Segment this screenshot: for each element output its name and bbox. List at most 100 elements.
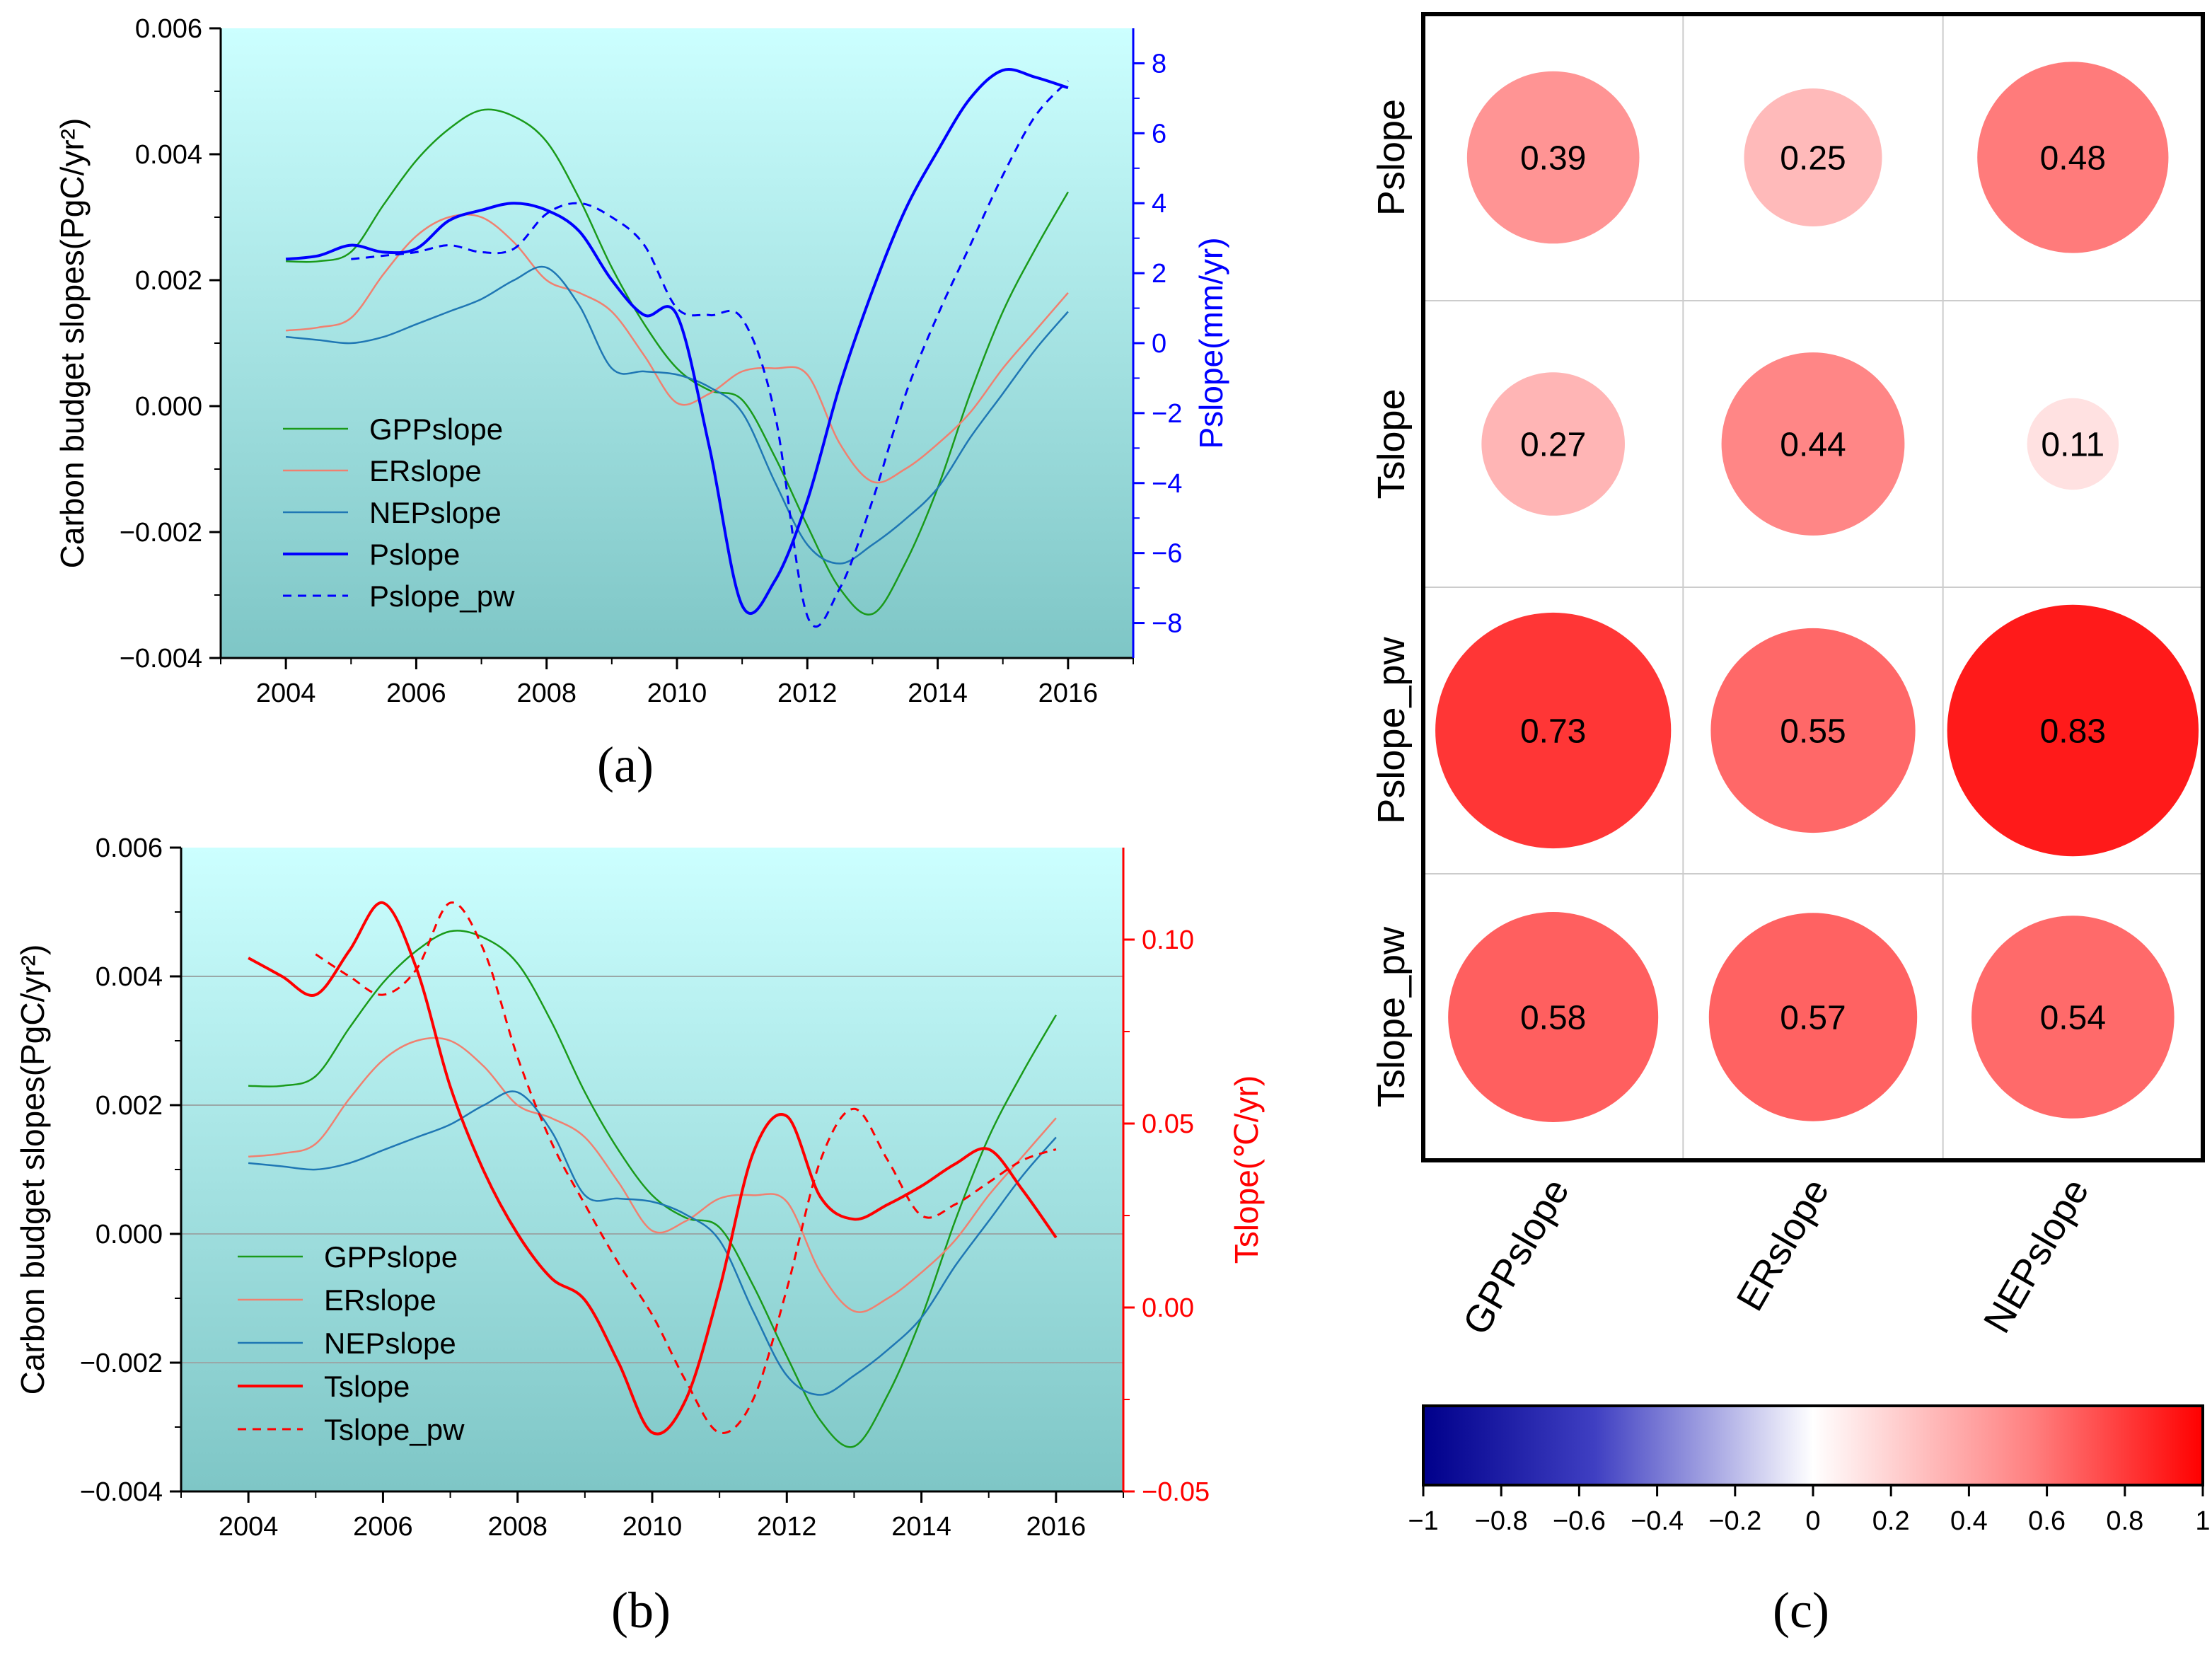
colorbar-tick-label: −1 [1408,1506,1438,1536]
legend-label: Tslope [324,1370,410,1403]
panel-label: (c) [1773,1582,1829,1639]
y-tick-label: 0.000 [135,392,202,422]
y-axis-title: Carbon budget slopes(PgC/yr²) [14,945,51,1395]
x-tick-label: 2014 [908,679,968,708]
plot-area-background [221,28,1133,658]
correlation-circle [1721,352,1905,536]
x-tick-label: 2014 [891,1512,951,1542]
row-label: Pslope [1370,99,1413,216]
correlation-circle [2027,398,2119,490]
correlation-circle [1710,628,1916,833]
legend-label: Pslope [369,538,460,571]
correlation-value: 0.55 [1780,713,1846,751]
y2-tick-label: 0.10 [1142,925,1194,955]
series-line-gppslope [248,930,1057,1448]
x-tick-label: 2010 [623,1512,683,1542]
correlation-value: 0.27 [1520,427,1586,464]
panel-b: 2004 2006 2008 2010 2012 2014 2016 −0.004 −0.002… [14,833,1265,1639]
y2-tick-label: 6 [1152,119,1166,149]
x-tick-label: 2008 [487,1512,548,1542]
correlation-value: 0.58 [1520,1000,1586,1037]
x-tick-label: 2010 [647,679,707,708]
legend-label: GPPslope [369,412,503,446]
panel-label: (a) [597,737,654,793]
x-tick-label: 2006 [386,679,446,708]
matrix-cells: 0.39 0.25 0.48 0.27 0.44 0.11 0.73 0.55 0.83 0.58… [1435,62,2199,1122]
series-lines [285,68,1069,628]
y-tick-label: 0.000 [95,1220,163,1249]
gridlines [181,976,1123,1363]
correlation-value: 0.48 [2040,140,2106,178]
legend: GPPslope ERslope NEPslope Tslope Tslope_pw [238,1240,465,1446]
x-tick-label: 2012 [777,679,838,708]
y-tick-label: 0.004 [95,962,163,992]
correlation-circle [1744,88,1882,226]
row-label: Tslope [1370,388,1413,499]
y2-tick-label: 0.00 [1142,1293,1194,1323]
panel-c: 0.39 0.25 0.48 0.27 0.44 0.11 0.73 0.55 0.83 0.58… [1370,12,2211,1639]
y-tick-label: −0.004 [120,644,202,674]
correlation-circle [1466,71,1640,244]
row-label: Tslope_pw [1370,926,1413,1107]
correlation-circle [1448,912,1659,1122]
y-tick-label: 0.002 [95,1091,163,1121]
legend: GPPslope ERslope NEPslope Pslope Pslope_pw [283,412,515,613]
correlation-value: 0.11 [2041,427,2104,464]
series-line-tslope [248,901,1058,1436]
legend-label: Pslope_pw [369,579,515,613]
matrix-border [1421,12,2205,1162]
x-tick-label: 2006 [353,1512,413,1542]
x-tick-label: 2008 [516,679,577,708]
series-line-nepslope [248,1090,1057,1396]
series-line-tslope-pw [315,901,1057,1434]
colorbar-tick-label: 0 [1805,1506,1820,1536]
row-label: Pslope_pw [1370,636,1413,824]
legend-label: GPPslope [324,1240,458,1274]
y-tick-label: −0.002 [120,518,202,548]
correlation-value: 0.39 [1520,140,1586,178]
column-labels: GPPslope ERslope NEPslope [1455,1172,2097,1342]
x-tick-label: 2004 [219,1512,279,1542]
panel-a: 2004 2006 2008 2010 2012 2014 2016 −0.004 −0.002… [54,14,1229,793]
legend-label: ERslope [369,454,482,487]
column-label: GPPslope [1455,1172,1578,1342]
x-tick-label: 2004 [256,679,316,708]
column-label: NEPslope [1976,1172,2097,1340]
series-line-nepslope [285,265,1069,565]
series-line-erslope [248,1037,1057,1313]
correlation-value: 0.54 [2040,1000,2106,1037]
panel-label: (b) [611,1582,671,1639]
y2-tick-label: 0 [1152,329,1166,359]
y2-tick-label: −6 [1152,539,1182,569]
column-label: ERslope [1728,1172,1837,1318]
axes: 2004 2006 2008 2010 2012 2014 2016 −0.004 −0.002… [80,833,1210,1542]
series-line-gppslope [286,108,1069,616]
y2-axis-title: Tslope(℃/yr) [1228,1075,1265,1264]
series-lines [248,901,1058,1448]
correlation-value: 0.44 [1780,427,1846,464]
y2-tick-label: 8 [1152,49,1166,79]
correlation-circle [1708,913,1918,1121]
legend-label: ERslope [324,1283,436,1317]
y2-tick-label: 0.05 [1142,1109,1194,1139]
legend-label: NEPslope [369,496,502,529]
series-line-pslope [285,68,1069,615]
y2-tick-label: −0.05 [1142,1477,1210,1507]
y2-tick-label: 4 [1152,189,1166,219]
colorbar-tick-label: 1 [2195,1506,2210,1536]
y-tick-label: 0.004 [135,140,202,170]
correlation-circle [1481,372,1625,516]
y-tick-label: −0.004 [80,1477,163,1507]
correlation-circle [1977,62,2169,253]
colorbar [1422,1404,2204,1486]
x-tick-label: 2016 [1026,1512,1087,1542]
correlation-value: 0.83 [2040,713,2106,751]
y-tick-label: 0.002 [135,266,202,296]
correlation-value: 0.73 [1520,713,1586,751]
correlation-circle [1971,916,2175,1119]
colorbar-tick-label: 0.2 [1872,1506,1910,1536]
correlation-value: 0.25 [1780,140,1846,178]
correlation-value: 0.57 [1780,1000,1846,1037]
colorbar-tick-label: 0.8 [2106,1506,2143,1536]
